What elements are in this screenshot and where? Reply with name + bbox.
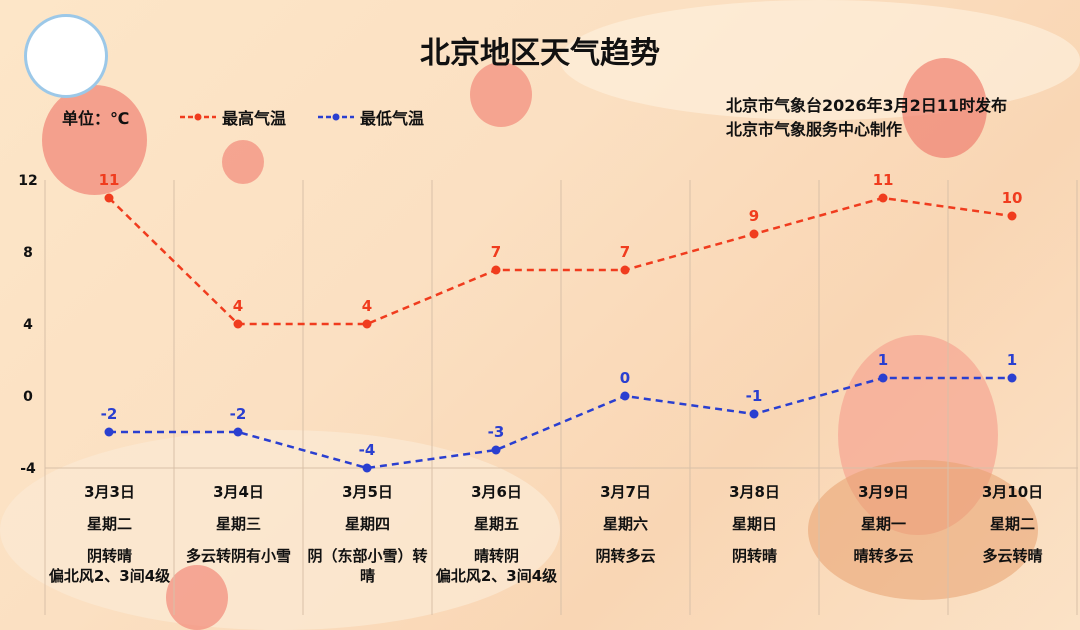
data-point <box>104 427 114 437</box>
page-title: 北京地区天气趋势 <box>420 36 660 71</box>
legend-low-label: 最低气温 <box>360 109 425 128</box>
data-point <box>104 193 114 203</box>
day-column: 3月4日星期三多云转阴有小雪 <box>174 482 303 566</box>
lantern-icon <box>470 62 532 127</box>
data-label: 1 <box>1007 351 1017 369</box>
day-weekday: 星期二 <box>86 515 132 533</box>
day-date: 3月10日 <box>981 483 1044 501</box>
day-date: 3月9日 <box>858 483 909 501</box>
day-weekday: 星期四 <box>344 515 390 533</box>
data-point <box>233 319 243 329</box>
data-point <box>749 409 759 419</box>
bowl-illustration <box>808 460 1038 600</box>
legend-low: 最低气温 <box>318 105 424 129</box>
lantern-icon <box>166 565 228 630</box>
day-date: 3月7日 <box>600 483 651 501</box>
y-tick-label: 8 <box>23 245 33 261</box>
data-label: 0 <box>620 369 630 387</box>
data-label: -3 <box>488 423 505 441</box>
data-point <box>620 265 630 275</box>
y-tick-label: -4 <box>20 461 36 477</box>
data-point <box>1007 373 1017 383</box>
legend-high-swatch <box>180 113 216 121</box>
day-weather: 晴转多云 <box>853 547 914 565</box>
legend-low-swatch <box>318 113 354 121</box>
logo <box>24 14 108 98</box>
day-weekday: 星期日 <box>731 515 777 533</box>
data-label: -2 <box>230 405 247 423</box>
lantern-icon <box>42 85 147 195</box>
day-column: 3月8日星期日阴转晴 <box>690 482 819 566</box>
day-weather: 阴转晴 <box>731 547 777 565</box>
day-date: 3月4日 <box>213 483 264 501</box>
data-label: -1 <box>746 387 763 405</box>
data-label: 4 <box>362 297 372 315</box>
data-point <box>749 229 759 239</box>
data-point <box>362 463 372 473</box>
legend-high-label: 最高气温 <box>222 109 287 128</box>
data-point <box>878 373 888 383</box>
data-label: -2 <box>101 405 118 423</box>
day-column: 3月7日星期六阴转多云 <box>561 482 690 566</box>
day-column: 3月3日星期二阴转晴偏北风2、3间4级 <box>45 482 174 586</box>
day-weather: 多云转晴 <box>982 547 1043 565</box>
day-weather: 阴转晴 <box>86 547 132 565</box>
decor-wave <box>0 430 560 630</box>
y-tick-label: 4 <box>23 317 33 333</box>
y-tick-label: 12 <box>18 173 37 189</box>
day-wind: 偏北风2、3间4级 <box>435 567 558 585</box>
data-point <box>878 193 888 203</box>
data-label: -4 <box>359 441 376 459</box>
legend-high: 最高气温 <box>180 105 286 129</box>
data-label: 4 <box>233 297 243 315</box>
y-tick-label: 0 <box>23 389 33 405</box>
day-weather: 多云转阴有小雪 <box>185 547 291 565</box>
day-column: 3月9日星期一晴转多云 <box>819 482 948 566</box>
lantern-icon <box>222 140 264 184</box>
day-date: 3月5日 <box>342 483 393 501</box>
data-label: 10 <box>1002 189 1023 207</box>
issuer-info: 北京市气象台2026年3月2日11时发布 北京市气象服务中心制作 <box>726 94 1007 142</box>
lantern-icon <box>902 58 987 158</box>
data-point <box>620 391 630 401</box>
day-date: 3月8日 <box>729 483 780 501</box>
day-weekday: 星期六 <box>602 515 648 533</box>
day-date: 3月3日 <box>84 483 135 501</box>
data-label: 7 <box>620 243 630 261</box>
day-weather: 晴转阴 <box>473 547 519 565</box>
decor-wave <box>560 0 1080 120</box>
day-weather: 阴（东部小雪）转晴 <box>307 547 428 585</box>
day-weather: 阴转多云 <box>595 547 656 565</box>
data-point <box>233 427 243 437</box>
unit-label: 单位：℃ <box>62 109 130 128</box>
day-column: 3月5日星期四阴（东部小雪）转晴 <box>303 482 432 586</box>
data-label: 11 <box>873 171 894 189</box>
data-point <box>491 445 501 455</box>
day-column: 3月10日星期二多云转晴 <box>948 482 1077 566</box>
day-wind: 偏北风2、3间4级 <box>48 567 171 585</box>
data-point <box>362 319 372 329</box>
data-point <box>491 265 501 275</box>
data-label: 7 <box>491 243 501 261</box>
day-date: 3月6日 <box>471 483 522 501</box>
day-column: 3月6日星期五晴转阴偏北风2、3间4级 <box>432 482 561 586</box>
day-weekday: 星期二 <box>989 515 1035 533</box>
issuer-line1: 北京市气象台2026年3月2日11时发布 <box>726 96 1008 115</box>
issuer-line2: 北京市气象服务中心制作 <box>726 120 903 139</box>
series-line-low <box>109 376 1012 470</box>
day-weekday: 星期三 <box>215 515 261 533</box>
day-weekday: 星期五 <box>473 515 519 533</box>
data-label: 11 <box>99 171 120 189</box>
data-label: 1 <box>878 351 888 369</box>
data-label: 9 <box>749 207 759 225</box>
day-weekday: 星期一 <box>860 515 906 533</box>
data-point <box>1007 211 1017 221</box>
